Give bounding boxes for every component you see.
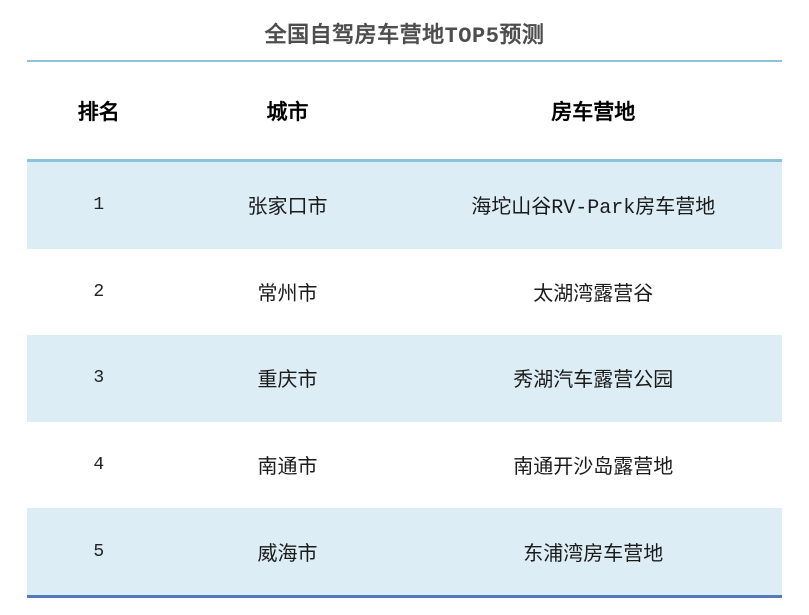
rank-cell: 4	[93, 455, 105, 476]
campsite-cell: 东浦湾房车营地	[523, 543, 664, 567]
table-row: 5 威海市 东浦湾房车营地	[27, 508, 782, 595]
campsite-cell: 南通开沙岛露营地	[513, 457, 674, 481]
table-row: 3 重庆市 秀湖汽车露营公园	[27, 335, 782, 422]
city-cell: 威海市	[257, 543, 318, 567]
city-cell: 常州市	[257, 283, 318, 307]
page-title: 全国自驾房车营地TOP5预测	[264, 24, 545, 49]
top5-campsite-table: 排名 城市 房车营地 1 张家口市 海坨山谷RV-Park房车营地 2 常州市 …	[27, 60, 782, 598]
table-row: 2 常州市 太湖湾露营谷	[27, 248, 782, 336]
city-cell: 南通市	[257, 457, 318, 481]
campsite-cell: 秀湖汽车露营公园	[513, 370, 674, 394]
city-cell: 张家口市	[247, 197, 328, 221]
table-header-row: 排名 城市 房车营地	[27, 62, 782, 162]
column-header-campsite: 房车营地	[551, 102, 636, 126]
table-row: 4 南通市 南通开沙岛露营地	[27, 421, 782, 509]
table-bottom-rule	[27, 594, 782, 598]
rank-cell: 2	[93, 281, 105, 302]
column-header-city: 城市	[266, 102, 309, 126]
rank-cell: 1	[93, 195, 105, 216]
table-row: 1 张家口市 海坨山谷RV-Park房车营地	[27, 162, 782, 249]
column-header-rank: 排名	[77, 102, 120, 126]
city-cell: 重庆市	[257, 370, 318, 394]
campsite-cell: 太湖湾露营谷	[533, 283, 654, 307]
rank-cell: 5	[93, 541, 105, 562]
rank-cell: 3	[93, 368, 105, 389]
campsite-cell: 海坨山谷RV-Park房车营地	[471, 197, 716, 221]
